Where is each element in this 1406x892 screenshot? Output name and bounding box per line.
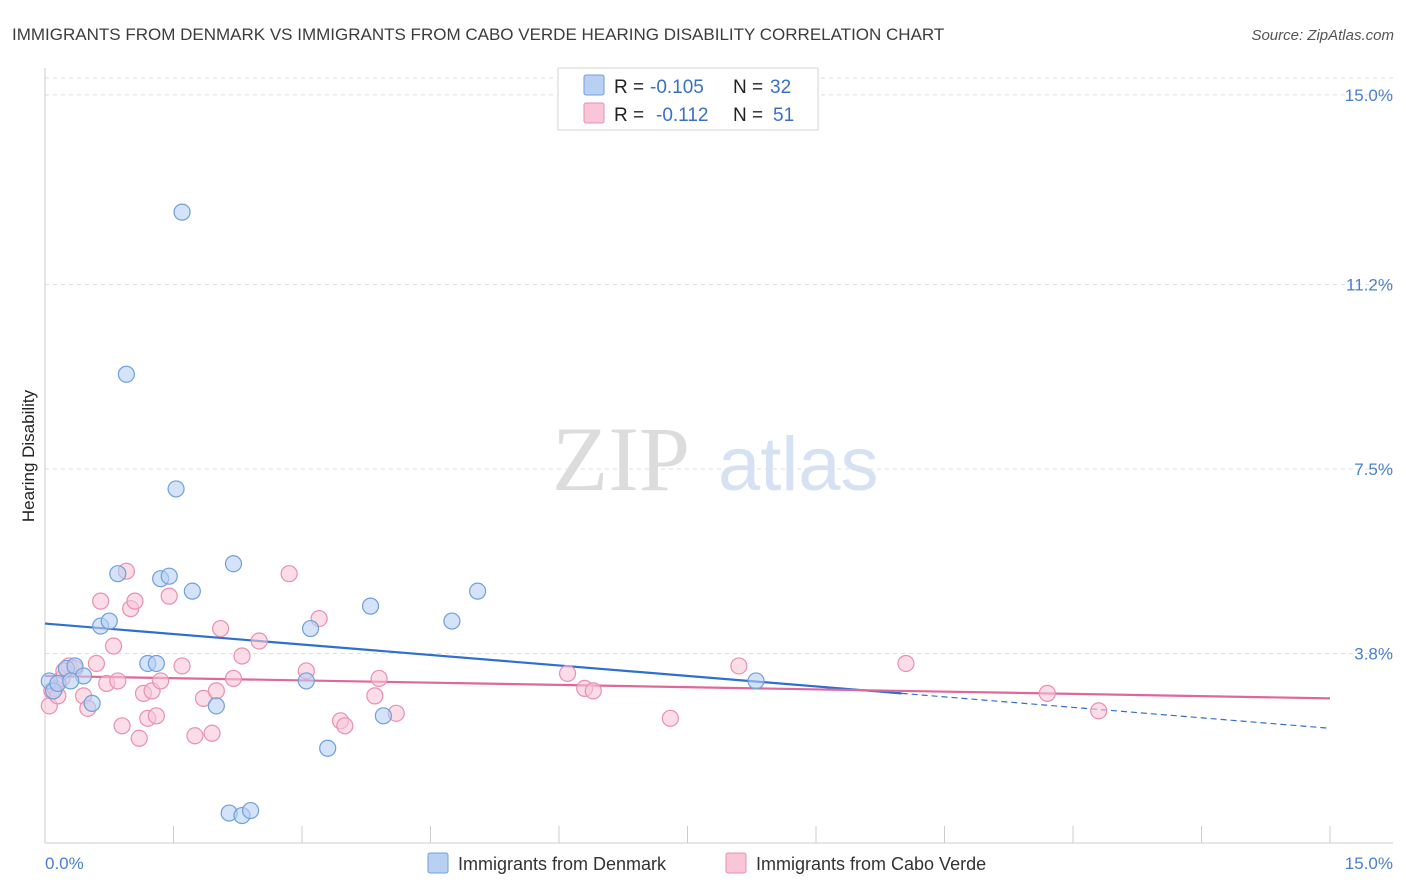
point-caboverde	[104, 637, 123, 655]
point-denmark	[160, 567, 178, 585]
point-denmark	[147, 654, 165, 673]
point-denmark	[374, 707, 392, 725]
point-caboverde	[130, 729, 148, 747]
watermark-atlas: atlas	[718, 422, 879, 507]
grid-lines	[45, 77, 1393, 654]
trend-line-denmark-extension	[901, 692, 1331, 729]
point-denmark	[443, 612, 461, 630]
point-caboverde	[1038, 684, 1056, 702]
point-caboverde	[730, 657, 748, 675]
point-caboverde	[336, 717, 354, 735]
point-denmark	[167, 480, 185, 498]
series-legend-label-denmark: Immigrants from Denmark	[458, 854, 667, 874]
y-tick-label: 3.8%	[1354, 644, 1393, 663]
y-tick-label: 15.0%	[1345, 86, 1393, 105]
y-axis-label: Hearing Disability	[19, 389, 38, 522]
point-caboverde	[661, 709, 679, 727]
x-tick-label: 0.0%	[45, 854, 84, 873]
point-caboverde	[280, 565, 298, 583]
point-denmark	[62, 672, 80, 690]
point-denmark	[297, 672, 315, 690]
point-caboverde	[87, 654, 106, 673]
legend-r-label-caboverde: R =	[614, 105, 644, 126]
series-legend: Immigrants from Denmark Immigrants from …	[427, 852, 986, 874]
legend-r-value-denmark: -0.105	[650, 77, 704, 98]
point-denmark	[242, 801, 260, 820]
point-denmark	[361, 597, 380, 615]
legend-n-label-caboverde: N =	[733, 105, 763, 126]
x-tick-label: 15.0%	[1345, 854, 1393, 873]
y-tick-label: 11.2%	[1346, 275, 1393, 294]
point-caboverde	[92, 592, 110, 610]
chart-title: IMMIGRANTS FROM DENMARK VS IMMIGRANTS FR…	[12, 25, 944, 44]
point-denmark	[224, 555, 243, 573]
point-caboverde	[113, 717, 131, 735]
point-denmark	[319, 739, 337, 757]
point-caboverde	[224, 669, 243, 688]
point-caboverde	[147, 707, 165, 725]
point-caboverde	[250, 632, 268, 650]
point-denmark	[109, 565, 127, 583]
point-denmark	[747, 672, 765, 690]
point-caboverde	[186, 727, 204, 745]
series-legend-swatch-caboverde	[725, 852, 747, 874]
point-denmark	[301, 619, 320, 638]
y-tick-labels: 3.8% 7.5% 11.2% 15.0%	[1345, 86, 1393, 664]
point-denmark	[469, 582, 487, 600]
y-tick-label: 7.5%	[1354, 460, 1393, 479]
point-caboverde	[160, 587, 178, 605]
point-denmark	[207, 697, 225, 715]
point-denmark	[173, 203, 191, 221]
trend-line-caboverde	[44, 674, 1331, 700]
point-caboverde	[558, 664, 577, 683]
point-denmark	[83, 694, 101, 712]
point-denmark	[117, 365, 135, 383]
chart-source: Source: ZipAtlas.com	[1251, 27, 1394, 44]
point-caboverde	[370, 669, 388, 688]
point-denmark	[100, 612, 118, 630]
series-legend-swatch-denmark	[427, 852, 449, 874]
x-tick-labels: 0.0% 15.0%	[45, 854, 1393, 873]
point-caboverde	[1090, 702, 1108, 720]
point-caboverde	[109, 672, 127, 690]
point-caboverde	[584, 682, 602, 700]
point-caboverde	[152, 672, 170, 690]
legend-swatch-caboverde	[583, 102, 605, 124]
point-caboverde	[212, 619, 230, 638]
point-caboverde	[126, 592, 144, 610]
data-points	[40, 203, 1108, 825]
point-caboverde	[233, 647, 251, 665]
point-caboverde	[366, 687, 384, 705]
legend-r-label-denmark: R =	[614, 77, 644, 98]
point-caboverde	[207, 682, 225, 700]
watermark-zip: ZIP	[552, 408, 690, 510]
series-legend-label-caboverde: Immigrants from Cabo Verde	[756, 854, 986, 874]
legend-r-value-caboverde: -0.112	[656, 105, 708, 126]
legend-swatch-denmark	[583, 74, 605, 96]
point-caboverde	[194, 689, 213, 707]
point-caboverde	[897, 654, 915, 673]
legend-n-value-caboverde: 51	[773, 105, 794, 126]
point-caboverde	[203, 724, 221, 742]
watermark: ZIP atlas	[552, 408, 879, 510]
point-caboverde	[173, 657, 191, 675]
legend-n-label-denmark: N =	[733, 77, 763, 98]
stats-legend: R = -0.105 N = 32 R = -0.112 N = 51	[557, 67, 819, 131]
legend-n-value-denmark: 32	[770, 77, 791, 98]
point-denmark	[183, 582, 201, 600]
axes	[44, 68, 1393, 844]
